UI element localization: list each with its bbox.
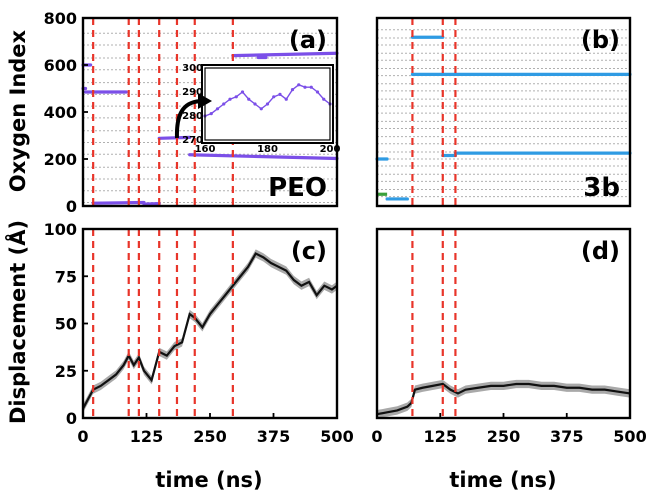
- xlabel-left: time (ns): [155, 468, 262, 492]
- panel-d: 0 125 250 375 500 (d): [371, 227, 647, 446]
- inset-point: [228, 97, 232, 101]
- inset-point: [290, 88, 295, 92]
- x-tick-label: 250: [193, 427, 226, 446]
- inset-y-tick-label: 300: [182, 63, 203, 74]
- inset-point: [259, 107, 263, 111]
- corner-label-a: PEO: [268, 173, 327, 203]
- corner-label-b: 3b: [583, 173, 620, 203]
- inset-point: [309, 85, 313, 89]
- inset-x-tick-label: 160: [195, 144, 216, 155]
- y-tick-label: 0: [66, 409, 77, 428]
- x-tick-label: 375: [550, 427, 583, 446]
- inset-point: [322, 97, 326, 101]
- displacement-series-line: [82, 252, 338, 410]
- y-tick-label: 25: [55, 362, 77, 381]
- y-tick-label: 0: [66, 197, 77, 216]
- inset-point: [297, 83, 301, 87]
- y-tick-label: 200: [44, 150, 77, 169]
- x-tick-label: 250: [487, 427, 520, 446]
- inset-point: [253, 102, 257, 106]
- uncertainty-band: [377, 379, 630, 418]
- x-tick-label: 500: [320, 427, 353, 446]
- inset-point: [234, 95, 238, 99]
- inset-point: [278, 92, 282, 96]
- panel-c: 0 25 50 75 100 0 125 250 375 500 (c): [44, 220, 354, 446]
- inset-y-tick-label: 280: [182, 111, 203, 122]
- x-tick-label: 0: [77, 427, 88, 446]
- oxygen-index-segment-5: [157, 135, 192, 140]
- panel-b: (b) 3b: [375, 16, 632, 208]
- oxygen-index-segment-3: [91, 200, 146, 205]
- inset-zoom: 270 280 290 300 160 180 200: [182, 63, 340, 155]
- inset-point: [315, 90, 320, 94]
- y-tick-label: 50: [55, 315, 77, 334]
- ylabel-top: Oxygen Index: [6, 29, 30, 192]
- inset-point: [303, 85, 307, 89]
- y-tick-label: 600: [44, 56, 77, 75]
- inset-x-tick-label: 200: [320, 144, 341, 155]
- inset-point: [222, 102, 226, 106]
- x-tick-label: 125: [424, 427, 457, 446]
- ylabel-bottom: Displacement (Å): [5, 220, 30, 424]
- panels: 0 200 400 600 800 (a) PEO 270 280 290 300 160 180 200…: [44, 9, 647, 446]
- x-tick-label: 375: [257, 427, 290, 446]
- inset-point: [272, 95, 276, 99]
- xlabel-right: time (ns): [449, 468, 556, 492]
- uncertainty-band: [83, 249, 337, 413]
- oxygen-index-segment-7: [231, 51, 339, 58]
- y-tick-label: 800: [44, 9, 77, 28]
- inset-point: [284, 97, 288, 101]
- panel-a: 0 200 400 600 800 (a) PEO 270 280 290 300 160 180 200: [44, 9, 341, 216]
- y-tick-label: 75: [55, 267, 77, 286]
- inset-point: [240, 90, 245, 94]
- x-tick-label: 125: [130, 427, 163, 446]
- panel-label-a: (a): [289, 26, 327, 54]
- inset-x-tick-label: 180: [257, 144, 278, 155]
- plot-frame: [375, 16, 632, 208]
- panel-label-c: (c): [291, 237, 327, 265]
- inset-y-tick-label: 270: [182, 135, 203, 146]
- inset-point: [209, 112, 213, 116]
- panel-label-d: (d): [581, 237, 620, 265]
- oxygen-index-segment-6: [188, 153, 339, 161]
- y-tick-label: 100: [44, 220, 77, 239]
- x-tick-label: 500: [613, 427, 646, 446]
- inset-point: [215, 107, 220, 111]
- y-tick-label: 400: [44, 103, 77, 122]
- inset-point: [265, 102, 270, 106]
- x-tick-label: 0: [371, 427, 382, 446]
- panel-label-b: (b): [581, 26, 620, 54]
- inset-y-tick-label: 290: [182, 87, 203, 98]
- inset-point: [247, 97, 251, 101]
- inset-arrow-head: [198, 93, 212, 109]
